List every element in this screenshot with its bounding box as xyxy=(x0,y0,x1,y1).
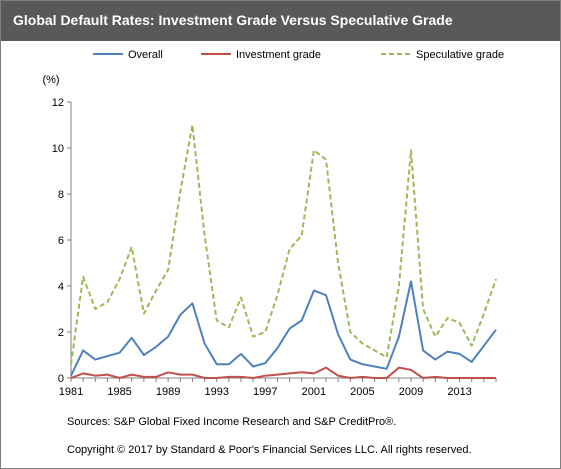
y-tick-label: 6 xyxy=(58,235,64,247)
copyright-note: Copyright © 2017 by Standard & Poor's Fi… xyxy=(67,444,472,456)
x-tick-label: 1993 xyxy=(204,386,228,398)
axes: 0 2 4 6 8 10 12 (%) 1981 1985 1989 1993 1997 2001 2005… xyxy=(42,74,497,398)
source-note: Sources: S&P Global Fixed Income Researc… xyxy=(67,416,397,428)
title-bar: Global Default Rates: Investment Grade V… xyxy=(1,1,560,41)
x-tick-label: 1989 xyxy=(156,386,180,398)
x-tick-label: 1985 xyxy=(107,386,131,398)
x-tick-label: 1997 xyxy=(253,386,277,398)
x-tick-label: 2009 xyxy=(399,386,423,398)
y-tick-label: 10 xyxy=(52,143,64,155)
series-line-overall xyxy=(70,280,497,377)
series-line-investment-grade xyxy=(70,366,496,379)
y-axis-label: (%) xyxy=(42,74,59,86)
y-tick-label: 4 xyxy=(58,281,64,293)
series-line-speculative-grade xyxy=(70,124,497,365)
x-tick-label: 1981 xyxy=(59,386,83,398)
y-tick-label: 8 xyxy=(58,189,64,201)
chart-title: Global Default Rates: Investment Grade V… xyxy=(13,12,453,28)
legend-label: Investment grade xyxy=(236,49,321,61)
legend-label: Speculative grade xyxy=(416,49,504,61)
x-tick-label: 2013 xyxy=(447,386,471,398)
series-lines xyxy=(70,124,497,379)
y-tick-label: 2 xyxy=(58,327,64,339)
y-tick-label: 0 xyxy=(58,373,64,385)
legend: Overall Investment grade Speculative grade xyxy=(93,49,504,61)
y-tick-label: 12 xyxy=(52,97,64,109)
x-tick-label: 2005 xyxy=(350,386,374,398)
legend-label: Overall xyxy=(128,49,163,61)
x-tick-label: 2001 xyxy=(302,386,326,398)
